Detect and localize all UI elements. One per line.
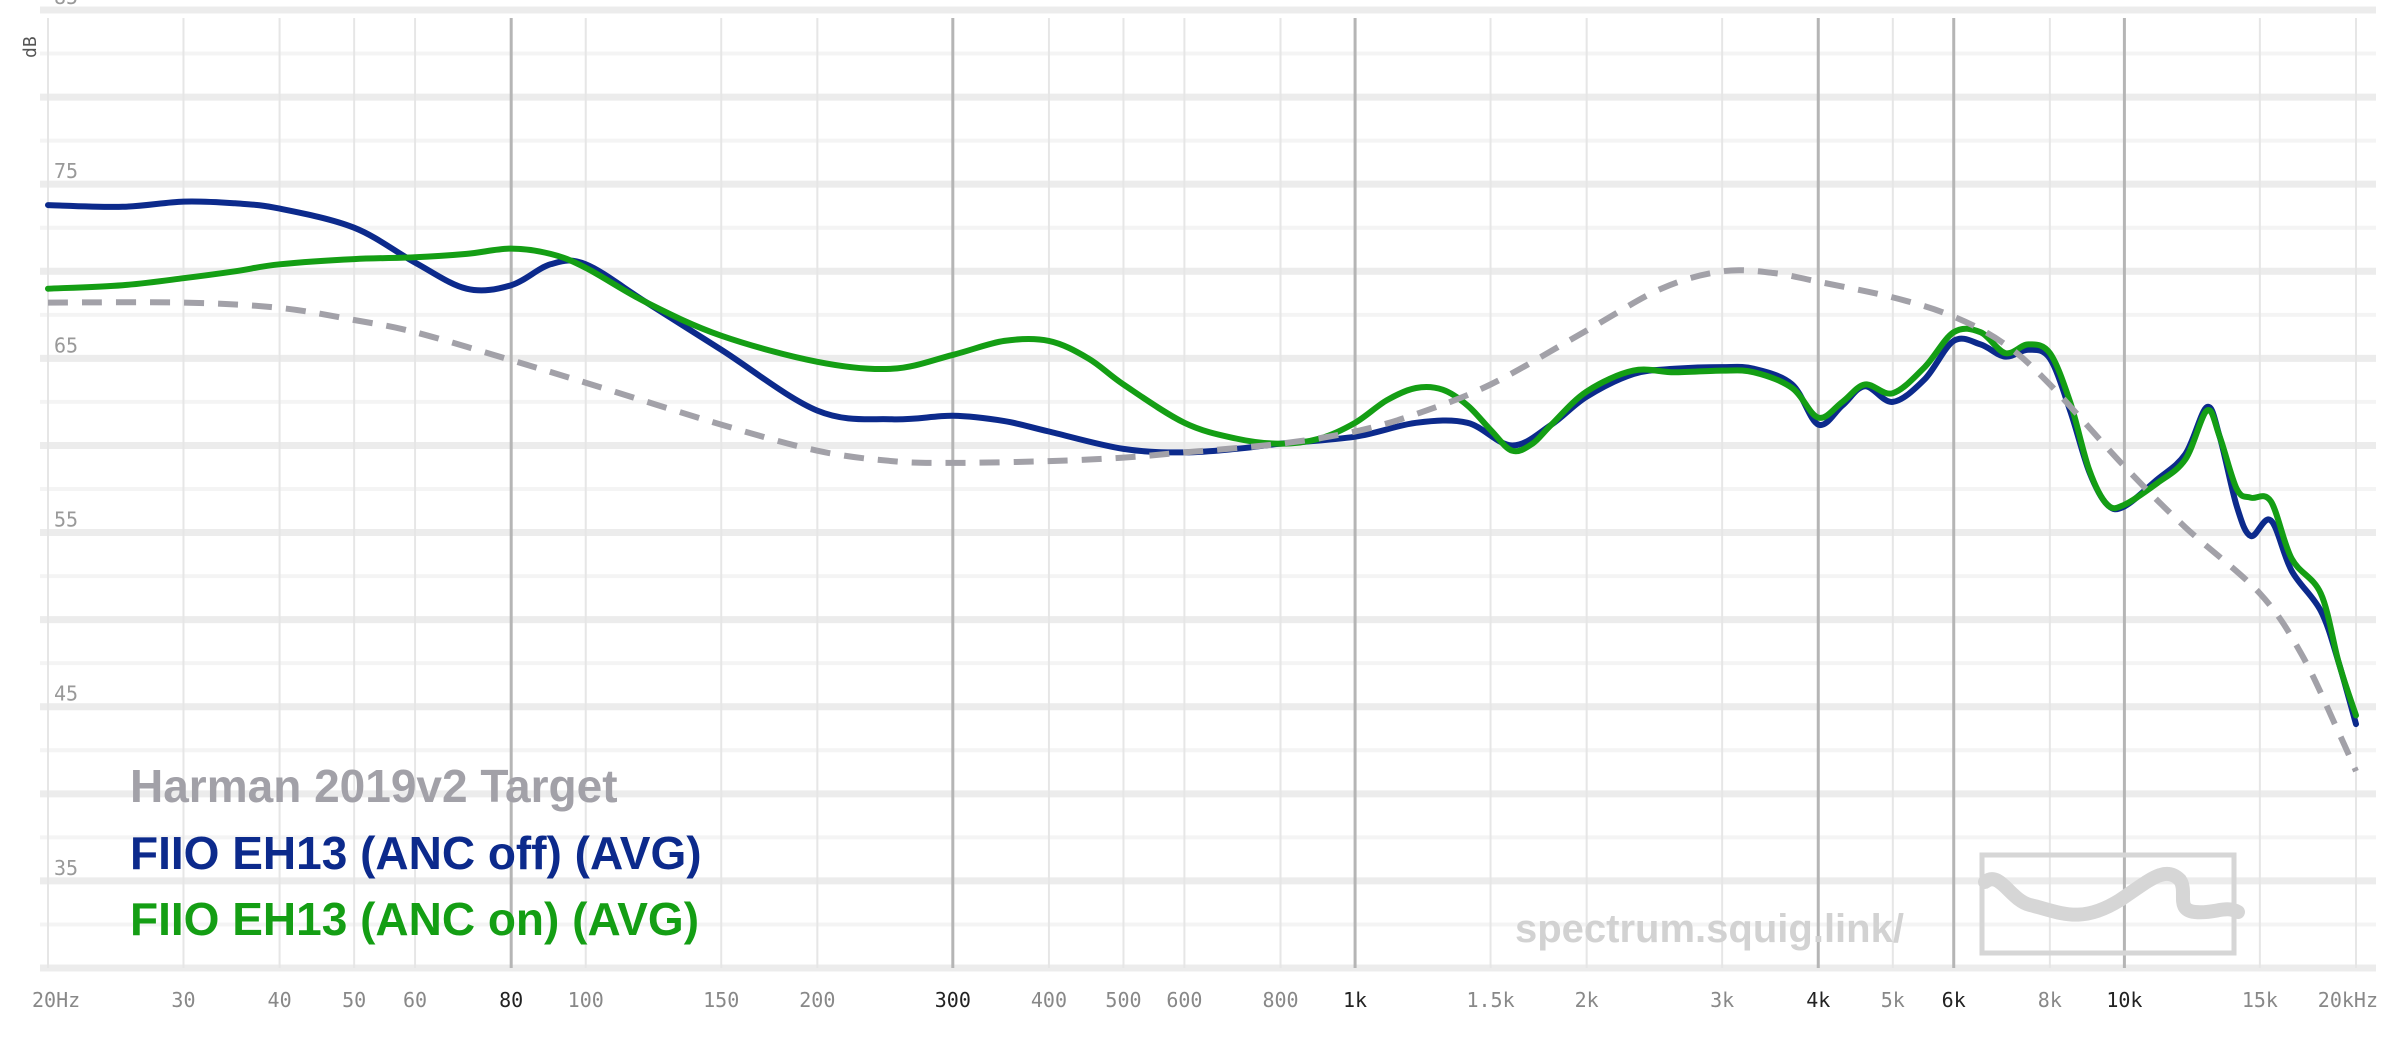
grid-layer (40, 6, 2376, 972)
squig-logo (1978, 852, 2245, 956)
x-tick-label: 10k (2106, 988, 2142, 1012)
y-tick-label: 85 (54, 0, 78, 9)
x-tick-label: 500 (1105, 988, 1141, 1012)
legend-entry-anc-off: FIIO EH13 (ANC off) (AVG) (130, 827, 702, 879)
x-tick-label: 60 (403, 988, 427, 1012)
x-tick-label: 100 (568, 988, 604, 1012)
y-axis-label: dB (20, 36, 41, 58)
watermark: spectrum.squig.link/ (1515, 852, 2245, 956)
watermark-text: spectrum.squig.link/ (1515, 907, 1904, 951)
x-tick-label: 600 (1166, 988, 1202, 1012)
x-tick-label: 20Hz (32, 988, 80, 1012)
x-tick-label: 3k (1710, 988, 1734, 1012)
y-tick-label: 75 (54, 159, 78, 183)
legend-entry-anc-on: FIIO EH13 (ANC on) (AVG) (130, 893, 699, 945)
legend-entry-target: Harman 2019v2 Target (130, 760, 618, 812)
series-line-anc-off (45, 198, 2359, 728)
y-tick-label: 45 (54, 682, 78, 706)
x-tick-label: 800 (1262, 988, 1298, 1012)
x-tick-label: 50 (342, 988, 366, 1012)
x-tick-label: 40 (268, 988, 292, 1012)
x-tick-label: 200 (799, 988, 835, 1012)
x-tick-label: 6k (1942, 988, 1966, 1012)
y-axis-ticks: 35 45 55 65 75 85 (54, 0, 78, 880)
x-tick-label: 2k (1575, 988, 1599, 1012)
x-tick-label: 4k (1806, 988, 1830, 1012)
x-axis-ticks: 20Hz 30 40 50 60 80 100 150 200 300 400 500 600 800 1k… (32, 988, 2378, 1012)
x-tick-label: 400 (1031, 988, 1067, 1012)
x-tick-label: 1.5k (1466, 988, 1514, 1012)
series-line-harman-target (47, 267, 2359, 773)
x-tick-label: 30 (171, 988, 195, 1012)
y-tick-label: 55 (54, 508, 78, 532)
x-tick-label: 20kHz (2318, 988, 2378, 1012)
x-tick-label: 80 (499, 988, 523, 1012)
x-tick-label: 5k (1881, 988, 1905, 1012)
series-line-anc-on (45, 245, 2359, 719)
x-tick-label: 15k (2242, 988, 2278, 1012)
y-tick-label: 65 (54, 333, 78, 357)
x-tick-label: 8k (2038, 988, 2062, 1012)
series-layer (45, 198, 2359, 773)
legend: Harman 2019v2 Target FIIO EH13 (ANC off)… (130, 760, 702, 945)
x-tick-label: 300 (935, 988, 971, 1012)
y-tick-label: 35 (54, 856, 78, 880)
x-tick-label: 150 (703, 988, 739, 1012)
x-tick-label: 1k (1343, 988, 1367, 1012)
